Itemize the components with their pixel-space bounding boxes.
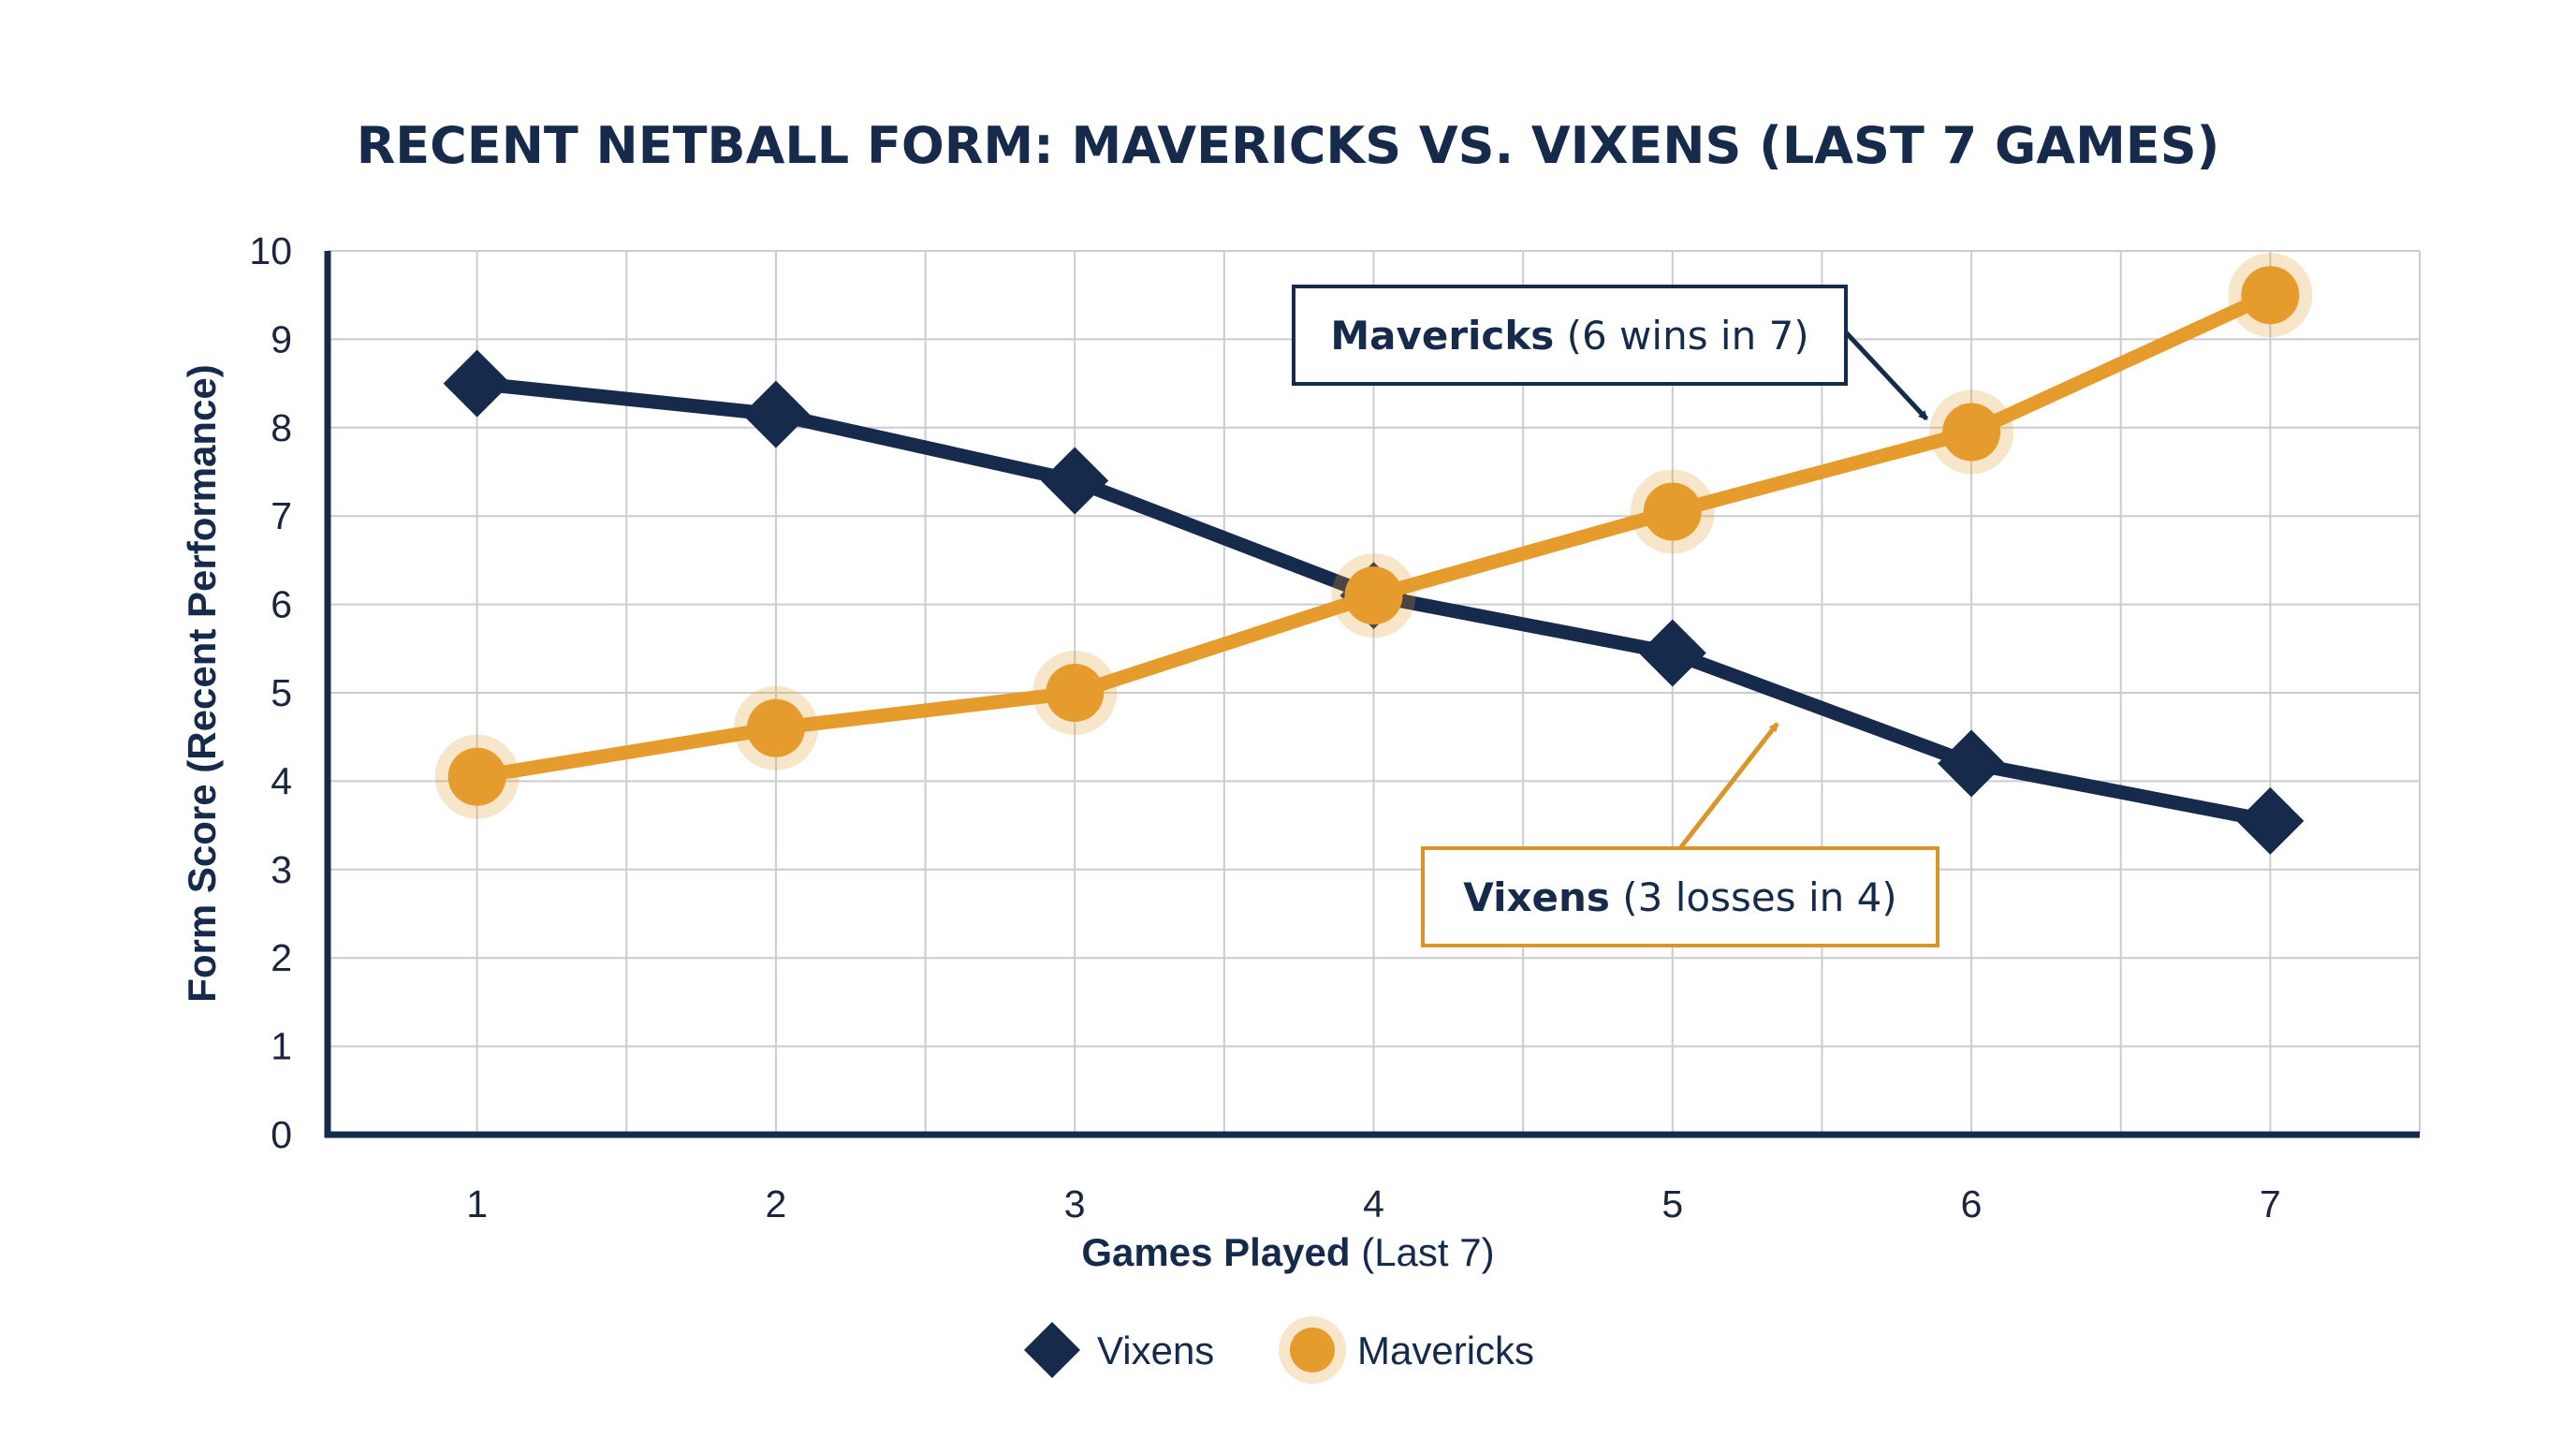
y-tick-labels: 0 1 2 3 4 5 6 7 8 9 10 [249,229,292,1156]
x-tick-label: 6 [1961,1182,1983,1225]
annotation-team: Vixens [1463,874,1610,920]
axes [324,251,2420,1138]
legend-item-vixens: Vixens [1024,1322,1214,1378]
legend-circle-icon [1290,1328,1335,1372]
vixens-point [443,349,511,418]
x-tick-label: 3 [1064,1182,1086,1225]
y-tick-label: 4 [271,759,292,802]
mavericks-point [1032,651,1118,735]
legend-label-vixens: Vixens [1097,1328,1214,1372]
annotation-arrow [1844,330,1929,421]
y-tick-label: 6 [271,583,292,626]
mavericks-point [1630,469,1715,554]
vixens-annotation: Vixens (3 losses in 4) [1421,722,1939,947]
vixens-point [1041,447,1109,515]
mavericks-point [1929,389,2014,475]
mavericks-point [733,685,818,770]
mavericks-point [1331,553,1416,638]
y-tick-label: 10 [249,229,292,272]
annotation-detail: (3 losses in 4) [1610,874,1897,920]
legend-diamond-icon [1024,1322,1080,1378]
legend-item-mavericks: Mavericks [1279,1316,1534,1384]
vixens-point [1638,619,1706,687]
mavericks-point [434,734,520,819]
annotation-team: Mavericks [1330,313,1554,359]
vixens-point [741,380,810,448]
x-axis-label-main: Games Played [1081,1230,1350,1274]
y-tick-label: 8 [271,406,292,449]
annotations: Mavericks (6 wins in 7) Vixens (3 losses … [1292,285,1939,947]
y-tick-label: 7 [271,494,292,537]
series [434,253,2313,855]
x-tick-label: 1 [466,1182,488,1225]
chart-title: RECENT NETBALL FORM: MAVERICKS VS. VIXEN… [357,116,2220,175]
annotation-box [1421,846,1939,947]
annotation-arrow [1678,722,1779,850]
y-tick-label: 0 [271,1113,292,1156]
x-axis-label-suffix: (Last 7) [1351,1230,1495,1274]
mavericks-annotation: Mavericks (6 wins in 7) [1292,285,1929,421]
x-tick-labels: 1 2 3 4 5 6 7 [466,1182,2281,1225]
mavericks-point [2228,253,2313,338]
y-tick-label: 2 [271,936,292,979]
annotation-detail: (6 wins in 7) [1554,313,1808,359]
vixens-point [1938,729,2006,798]
x-tick-label: 4 [1363,1182,1384,1225]
annotation-text: Mavericks (6 wins in 7) [1330,313,1808,359]
x-axis-label: Games Played (Last 7) [1081,1230,1494,1274]
vixens-point [2236,786,2305,855]
y-tick-label: 1 [271,1025,292,1068]
annotation-box [1292,285,1848,386]
y-axis-label: Form Score (Recent Performance) [180,364,224,1003]
legend-label-mavericks: Mavericks [1357,1328,1534,1372]
legend: Vixens Mavericks [1024,1316,1534,1384]
x-tick-label: 2 [766,1182,787,1225]
y-tick-label: 5 [271,671,292,714]
x-tick-label: 5 [1661,1182,1683,1225]
x-tick-label: 7 [2260,1182,2281,1225]
y-tick-label: 3 [271,848,292,891]
annotation-text: Vixens (3 losses in 4) [1463,874,1896,920]
y-tick-label: 9 [271,317,292,360]
